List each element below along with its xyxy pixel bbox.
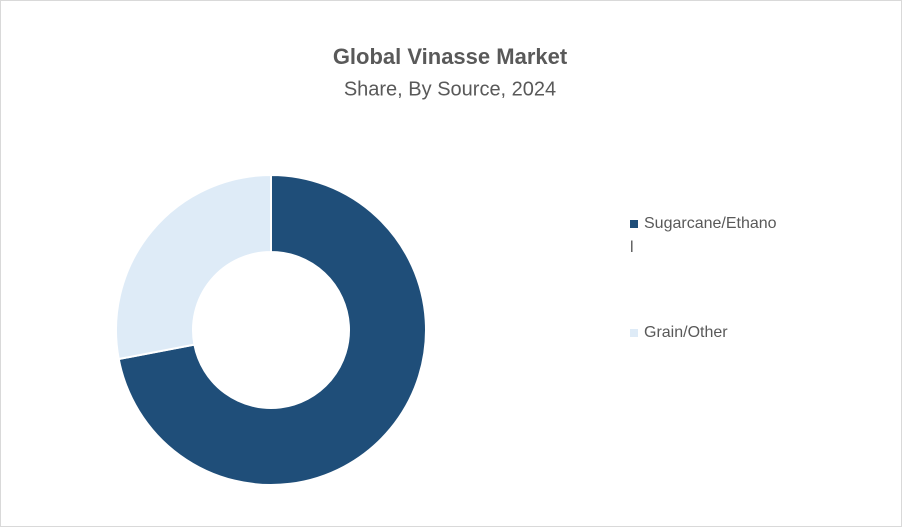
legend-swatch <box>630 220 638 228</box>
donut-slice <box>115 173 272 361</box>
legend-item: Sugarcane/Ethanol <box>630 212 780 260</box>
legend-swatch <box>630 329 638 337</box>
legend-label: Grain/Other <box>644 324 728 341</box>
donut-slice <box>117 173 427 486</box>
legend-label: Sugarcane/Ethanol <box>630 215 777 256</box>
chart-subtitle: Share, By Source, 2024 <box>344 78 556 100</box>
legend-item: Grain/Other <box>630 321 780 345</box>
chart-title: Global Vinasse Market <box>333 44 568 69</box>
